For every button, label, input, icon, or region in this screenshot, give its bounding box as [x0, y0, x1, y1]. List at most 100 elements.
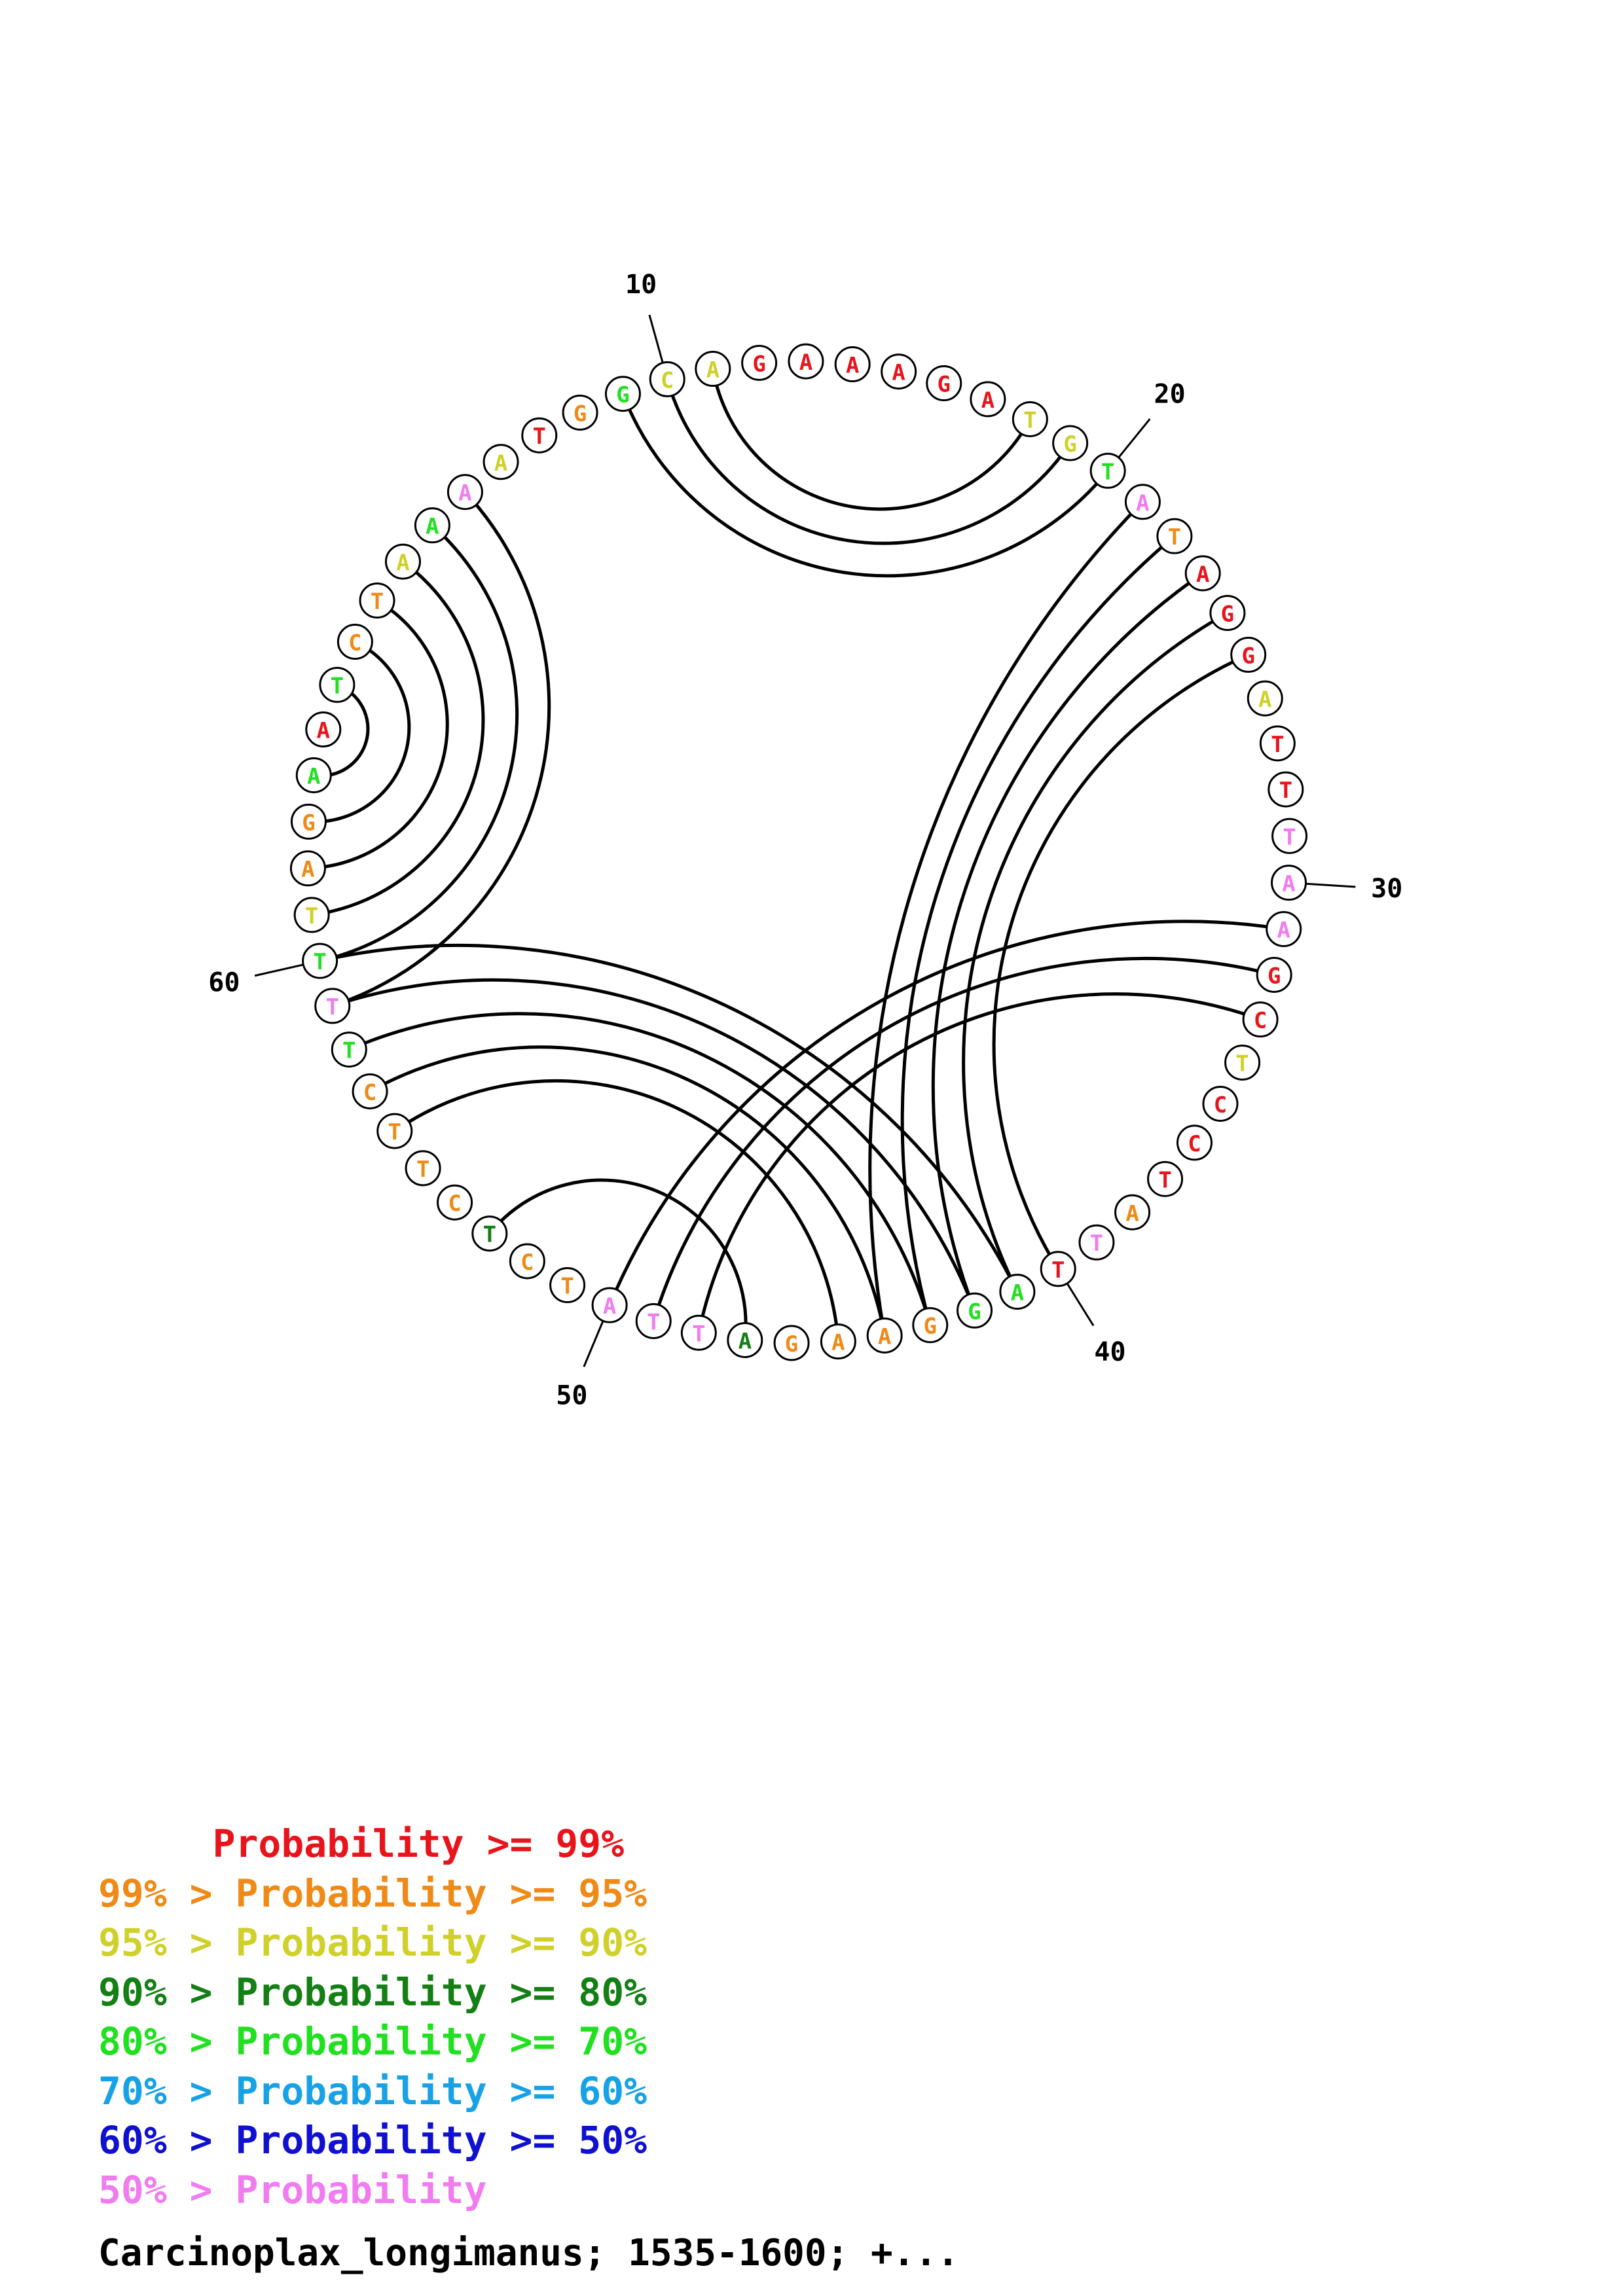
nucleotide-letter: A — [1196, 562, 1209, 588]
nucleotide-letter: T — [533, 423, 546, 450]
nucleotide-circle — [773, 1325, 810, 1361]
nucleotide-circle — [437, 1184, 473, 1221]
nucleotide-letter: T — [326, 994, 339, 1020]
nucleotide-circle — [447, 474, 483, 511]
base-pair-arc-38-55 — [331, 978, 976, 1312]
nucleotide-circle — [405, 1150, 441, 1187]
base-pair-arc-28-45 — [651, 956, 1275, 1322]
nucleotide-circle — [1184, 555, 1221, 592]
nucleotide-42: G — [773, 1325, 810, 1361]
nucleotide-circle — [414, 507, 450, 544]
tick-line-20 — [1118, 418, 1151, 459]
nucleotide-13: A — [970, 381, 1006, 418]
nucleotide-11: A — [881, 353, 917, 390]
nucleotide-19: A — [1184, 555, 1221, 592]
nucleotide-letter: G — [1221, 601, 1234, 628]
nucleotide-51: T — [405, 1150, 441, 1187]
nucleotide-letter: A — [706, 357, 720, 384]
nucleotide-circle — [788, 343, 824, 380]
nucleotide-circle — [591, 1287, 628, 1323]
nucleotide-48: C — [509, 1243, 545, 1280]
nucleotide-letter: G — [574, 401, 587, 427]
nucleotide-letter: T — [388, 1119, 401, 1145]
nucleotide-12: G — [926, 365, 962, 402]
nucleotide-letter: A — [494, 450, 507, 476]
nucleotide-2: A — [483, 444, 519, 480]
nucleotide-letter: A — [846, 353, 859, 379]
base-pair-arc-19-38 — [931, 571, 1204, 1312]
nucleotide-26: A — [1271, 865, 1307, 901]
sequence-caption: Carcinoplax_longimanus; 1535-1600; +... — [98, 2232, 959, 2274]
nucleotide-letter: T — [1158, 1167, 1171, 1193]
nucleotide-29: C — [1242, 1001, 1279, 1038]
legend-row-8: 50% > Probability — [98, 2167, 487, 2212]
nucleotide-circle — [319, 666, 356, 703]
nucleotide-letter: A — [878, 1323, 891, 1350]
nucleotide-letter: A — [1277, 918, 1290, 944]
nucleotide-letter: C — [520, 1249, 534, 1276]
nucleotide-letter: T — [1235, 1050, 1249, 1077]
nucleotide-letter: A — [317, 718, 330, 744]
nucleotide-circle — [834, 346, 871, 383]
base-pair-arc-55-1 — [331, 491, 551, 1008]
base-pair-arc-18-39 — [900, 535, 1176, 1326]
base-pair-arc-29-44 — [697, 992, 1261, 1333]
nucleotide-letter: C — [1188, 1131, 1201, 1157]
base-pair-arc-56-66 — [319, 524, 519, 963]
nucleotide-35: T — [1078, 1224, 1115, 1261]
base-pair-arc-40-53 — [369, 1045, 886, 1336]
nucleotide-circle — [305, 711, 342, 748]
legend-row-6: 70% > Probability >= 60% — [98, 2068, 647, 2113]
legend-row-3: 95% > Probability >= 90% — [98, 1920, 647, 1965]
nucleotide-letter: T — [342, 1038, 356, 1064]
nucleotide-letter: A — [603, 1293, 616, 1319]
legend-row-2: 99% > Probability >= 95% — [98, 1871, 647, 1916]
nucleotide-circle — [289, 850, 326, 887]
nucleotide-5: G — [604, 376, 641, 412]
base-pair-arc-60-62 — [313, 683, 370, 778]
nucleotide-64: T — [359, 583, 395, 619]
nucleotide-22: A — [1247, 680, 1283, 717]
nucleotide-circle — [1089, 452, 1126, 489]
base-pair-arc-5-16 — [621, 393, 1110, 578]
nucleotide-circle — [376, 1113, 413, 1149]
nucleotide-15: G — [1052, 425, 1089, 461]
nucleotide-circle — [1040, 1251, 1076, 1287]
nucleotide-circle — [1114, 1194, 1151, 1230]
tick-line-10 — [648, 314, 664, 363]
nucleotide-letter: T — [1051, 1257, 1065, 1283]
nucleotide-letter: T — [1023, 407, 1036, 433]
nucleotide-circle — [302, 942, 338, 979]
nucleotide-60: A — [295, 757, 332, 793]
nucleotide-circle — [1147, 1160, 1184, 1197]
nucleotide-20: G — [1209, 595, 1246, 632]
nucleotide-45: T — [635, 1302, 672, 1339]
nucleotide-circle — [521, 417, 558, 454]
nucleotide-letter: G — [302, 810, 315, 836]
nucleotide-letter: T — [483, 1222, 496, 1248]
nucleotide-letter: T — [560, 1274, 574, 1300]
nucleotide-letter: T — [1283, 824, 1296, 850]
tick-label-60: 60 — [208, 967, 240, 997]
tick-label-50: 50 — [556, 1381, 587, 1411]
nucleotide-circle — [881, 353, 917, 390]
nucleotide-letter: A — [1136, 490, 1149, 516]
nucleotide-37: A — [999, 1274, 1036, 1310]
nucleotide-letter: T — [1101, 459, 1114, 485]
nucleotide-53: C — [352, 1073, 388, 1109]
nucleotide-circle — [509, 1243, 545, 1280]
nucleotide-letter: A — [981, 387, 994, 414]
nucleotide-letter: C — [363, 1079, 376, 1105]
nucleotide-letter: T — [692, 1321, 705, 1347]
nucleotide-letter: G — [968, 1299, 981, 1325]
nucleotide-28: G — [1256, 956, 1292, 993]
nucleotide-circle — [741, 344, 778, 381]
base-pair-arc-59-63 — [308, 640, 411, 824]
nucleotide-letter: T — [647, 1309, 660, 1335]
nucleotide-58: A — [289, 850, 326, 887]
nucleotide-49: T — [471, 1215, 508, 1252]
base-pair-arc-37-56 — [319, 944, 1019, 1293]
nucleotide-9: A — [788, 343, 824, 380]
nucleotide-circle — [912, 1307, 949, 1344]
legend-row-7: 60% > Probability >= 50% — [98, 2118, 647, 2162]
